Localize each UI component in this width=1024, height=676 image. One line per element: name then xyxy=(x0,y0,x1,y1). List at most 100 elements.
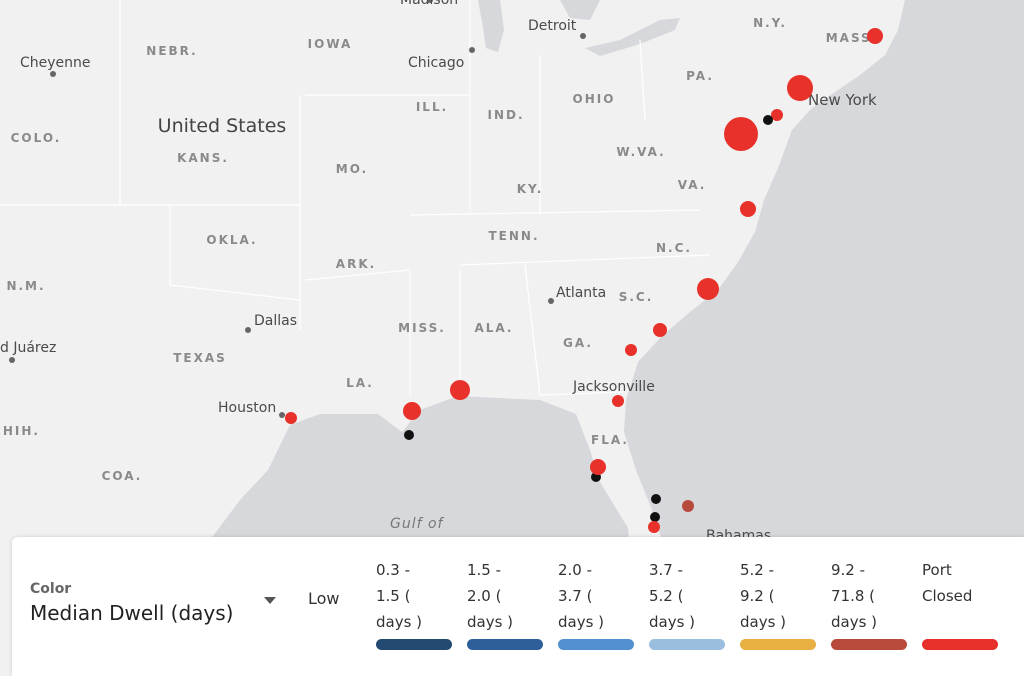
city-label: New York xyxy=(808,91,877,109)
port-marker[interactable] xyxy=(763,115,773,125)
state-label: COLO. xyxy=(11,131,62,145)
port-marker[interactable] xyxy=(648,521,660,533)
legend-swatch xyxy=(740,639,816,650)
legend-swatch xyxy=(649,639,725,650)
legend-item: 0.3 - 1.5 ( days ) xyxy=(376,557,454,650)
city-dot xyxy=(245,327,251,333)
port-marker[interactable] xyxy=(724,117,758,151)
state-label: MO. xyxy=(336,162,368,176)
legend-item-label: 0.3 - 1.5 ( days ) xyxy=(376,561,423,631)
state-label: CHIH. xyxy=(0,424,40,438)
city-label: Houston xyxy=(218,400,276,416)
legend-item-label: 3.7 - 5.2 ( days ) xyxy=(649,561,696,631)
legend-item: 2.0 - 3.7 ( days ) xyxy=(558,557,636,650)
city-dot xyxy=(279,412,285,418)
state-label: FLA. xyxy=(591,433,629,447)
city-label: Dallas xyxy=(254,313,297,329)
legend-item-label: 1.5 - 2.0 ( days ) xyxy=(467,561,514,631)
water-label: Gulf of xyxy=(390,516,445,532)
state-label: TEXAS xyxy=(173,351,227,365)
legend-swatch xyxy=(831,639,907,650)
legend-title: Color xyxy=(30,581,72,597)
port-marker[interactable] xyxy=(787,75,813,101)
port-marker[interactable] xyxy=(590,459,606,475)
state-label: GA. xyxy=(563,336,593,350)
legend-low: Low xyxy=(308,589,340,608)
state-label: COA. xyxy=(102,469,143,483)
lake xyxy=(478,0,504,52)
state-label: ILL. xyxy=(416,100,448,114)
dropdown-caret[interactable] xyxy=(264,597,276,604)
port-marker[interactable] xyxy=(450,380,470,400)
port-markers xyxy=(285,28,883,533)
port-marker[interactable] xyxy=(612,395,624,407)
measure-select[interactable]: Median Dwell (days) xyxy=(30,601,234,625)
city-dot xyxy=(427,0,433,3)
borders xyxy=(0,0,711,396)
state-label: VA. xyxy=(678,178,707,192)
state-label: KANS. xyxy=(177,151,229,165)
state-label: ALA. xyxy=(474,321,513,335)
port-marker[interactable] xyxy=(285,412,297,424)
legend-item: 9.2 - 71.8 ( days ) xyxy=(831,557,909,650)
city-label: Madison xyxy=(400,0,458,8)
legend-item: 3.7 - 5.2 ( days ) xyxy=(649,557,727,650)
lake xyxy=(585,18,680,56)
legend-item: 5.2 - 9.2 ( days ) xyxy=(740,557,818,650)
city-label: Chicago xyxy=(408,55,464,71)
city-dots xyxy=(9,0,586,418)
city-dot xyxy=(9,357,15,363)
port-marker[interactable] xyxy=(682,500,694,512)
state-label: N.C. xyxy=(656,241,692,255)
port-marker[interactable] xyxy=(867,28,883,44)
country-label: United States xyxy=(158,115,287,137)
legend-item: 1.5 - 2.0 ( days ) xyxy=(467,557,545,650)
state-label: N.Y. xyxy=(753,16,787,30)
state-label: S.C. xyxy=(619,290,654,304)
state-label: ARK. xyxy=(336,257,376,271)
atlantic-ocean xyxy=(624,0,1024,540)
lake xyxy=(560,0,600,20)
state-label: OHIO xyxy=(573,92,616,106)
port-marker[interactable] xyxy=(771,109,783,121)
port-marker[interactable] xyxy=(625,344,637,356)
city-label: Atlanta xyxy=(556,285,606,301)
city-dot xyxy=(548,298,554,304)
state-label: PA. xyxy=(686,69,714,83)
legend-item-label: 5.2 - 9.2 ( days ) xyxy=(740,561,787,631)
legend-swatch xyxy=(467,639,543,650)
legend-swatch xyxy=(558,639,634,650)
legend-item: Port Closed xyxy=(922,557,1000,650)
state-label: MISS. xyxy=(398,321,446,335)
city-dot xyxy=(580,33,586,39)
map-labels: Madison Detroit N.Y. MASS. NEBR. IOWA Ch… xyxy=(0,0,879,544)
city-dot xyxy=(50,71,56,77)
port-marker[interactable] xyxy=(697,278,719,300)
legend-swatch xyxy=(922,639,998,650)
port-marker[interactable] xyxy=(740,201,756,217)
legend: Color Median Dwell (days) Low 0.3 - 1.5 … xyxy=(12,537,1024,676)
city-label: Cheyenne xyxy=(20,55,91,71)
port-marker[interactable] xyxy=(650,512,660,522)
state-label: W.VA. xyxy=(616,145,665,159)
city-label: Jacksonville xyxy=(572,379,655,395)
state-label: N.M. xyxy=(6,279,45,293)
port-marker[interactable] xyxy=(651,494,661,504)
city-dot xyxy=(469,47,475,53)
state-label: IND. xyxy=(487,108,524,122)
city-label: Detroit xyxy=(528,18,577,34)
state-label: IOWA xyxy=(308,37,353,51)
legend-item-label: 2.0 - 3.7 ( days ) xyxy=(558,561,605,631)
legend-swatch xyxy=(376,639,452,650)
legend-item-label: Port Closed xyxy=(922,561,973,605)
port-marker[interactable] xyxy=(653,323,667,337)
legend-item-label: 9.2 - 71.8 ( days ) xyxy=(831,561,878,631)
state-label: OKLA. xyxy=(206,233,257,247)
port-marker[interactable] xyxy=(404,430,414,440)
state-label: LA. xyxy=(346,376,374,390)
state-label: NEBR. xyxy=(146,44,197,58)
state-label: KY. xyxy=(517,182,544,196)
state-label: MASS. xyxy=(826,31,879,45)
port-marker[interactable] xyxy=(403,402,421,420)
